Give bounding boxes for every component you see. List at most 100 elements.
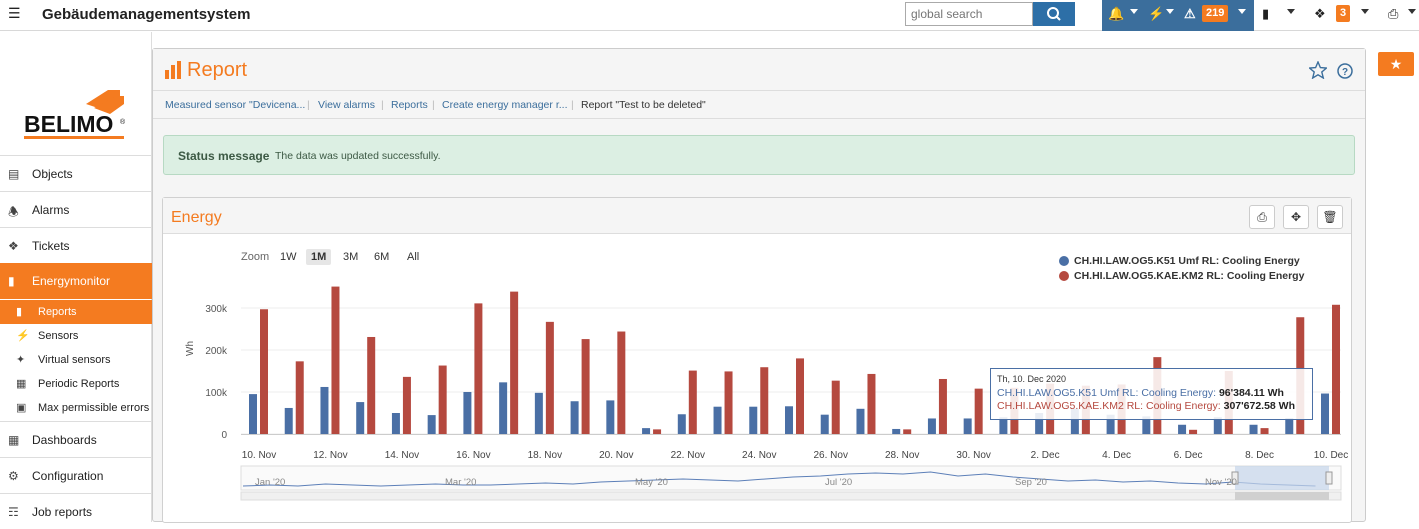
chevron-down-icon[interactable] xyxy=(1287,9,1295,14)
bar-series-2 xyxy=(260,309,268,434)
bar-series-1 xyxy=(642,428,651,434)
breadcrumb: Measured sensor "Devicena... | View alar… xyxy=(153,91,1365,119)
sidebar-subitem-virtual-sensors[interactable]: ✦ Virtual sensors xyxy=(16,354,111,366)
sidebar-item-tickets[interactable]: ❖ Tickets xyxy=(0,227,152,263)
zoom-1w[interactable]: 1W xyxy=(280,251,297,263)
tooltip-row-2: CH.HI.LAW.OG5.KAE.KM2 RL: Cooling Energy… xyxy=(997,400,1295,412)
zoom-1m[interactable]: 1M xyxy=(306,249,332,265)
navigator-scrollbar xyxy=(240,491,1342,501)
bar-series-2 xyxy=(867,373,876,434)
ticket-count-badge[interactable]: 3 xyxy=(1336,5,1351,22)
chevron-down-icon[interactable] xyxy=(1361,9,1369,14)
navigator-handle-left xyxy=(1231,471,1239,485)
breadcrumb-item[interactable]: View alarms xyxy=(318,99,375,111)
bar-series-1 xyxy=(284,407,293,434)
energy-chart[interactable]: 0 100k 200k 300k Wh 10. Nov 12. Nov 14. Nov 16. … xyxy=(163,198,1351,522)
chevron-down-icon[interactable] xyxy=(1166,9,1174,14)
sidebar-subitem-reports[interactable]: ▮ Reports xyxy=(0,300,152,324)
bar-series-2 xyxy=(331,286,340,434)
navigator-label: May '20 xyxy=(635,477,668,488)
x-tick-label: 16. Nov xyxy=(456,450,490,461)
sidebar-subitem-max-permissible-errors[interactable]: ▣ Max permissible errors xyxy=(16,402,150,414)
bar-series-1 xyxy=(1178,424,1187,434)
navigator-label: Jan '20 xyxy=(255,477,285,488)
bar-series-2 xyxy=(724,371,733,434)
sidebar-item-dashboards[interactable]: ▦ Dashboards xyxy=(0,421,152,457)
chevron-down-icon[interactable] xyxy=(1238,9,1246,14)
star-outline-icon[interactable] xyxy=(1309,61,1327,79)
legend-series-2[interactable]: CH.HI.LAW.OG5.KAE.KM2 RL: Cooling Energy xyxy=(1074,270,1305,282)
bar-series-1 xyxy=(463,392,472,434)
page-title: Report xyxy=(187,59,248,81)
x-tick-label: 8. Dec xyxy=(1245,450,1274,461)
help-icon[interactable]: ? xyxy=(1337,63,1353,79)
x-tick-label: 30. Nov xyxy=(956,450,990,461)
bell-icon[interactable]: 🔔 xyxy=(1108,6,1125,21)
bar-series-1 xyxy=(892,428,901,434)
bar-series-1 xyxy=(713,406,722,434)
sidebar-item-alarms[interactable]: 🕭 Alarms xyxy=(0,191,152,227)
chevron-down-icon[interactable] xyxy=(1408,9,1416,14)
x-tick-label: 6. Dec xyxy=(1174,450,1203,461)
chevron-down-icon[interactable] xyxy=(1130,9,1138,14)
search-button[interactable] xyxy=(1033,2,1075,26)
svg-text:®: ® xyxy=(120,118,126,126)
zoom-all[interactable]: All xyxy=(407,251,420,263)
navigator-label: Sep '20 xyxy=(1015,477,1047,488)
navigator-handle-right xyxy=(1325,471,1333,485)
book-icon[interactable]: ▮ xyxy=(1262,6,1270,21)
ticket-icon[interactable]: ❖ xyxy=(1314,6,1326,21)
zoom-3m[interactable]: 3M xyxy=(343,251,359,263)
x-tick-label: 12. Nov xyxy=(313,450,347,461)
move-button[interactable]: ✥ xyxy=(1283,205,1309,229)
bar-series-1 xyxy=(249,394,257,434)
favorites-button[interactable]: ★ xyxy=(1378,52,1414,76)
trash-icon: 🗑 xyxy=(1322,210,1338,224)
breadcrumb-item[interactable]: Create energy manager r... xyxy=(442,99,568,111)
menu-icon[interactable]: ☰ xyxy=(8,5,21,21)
legend-series-1[interactable]: CH.HI.LAW.OG5.K51 Umf RL: Cooling Energy xyxy=(1074,255,1300,267)
bar-series-1 xyxy=(1321,393,1329,434)
bar-series-2 xyxy=(402,376,411,434)
sidebar-item-configuration[interactable]: ⚙ Configuration xyxy=(0,457,152,493)
breadcrumb-item[interactable]: Measured sensor "Devicena... xyxy=(165,99,306,111)
bar-series-1 xyxy=(356,402,365,434)
navigator-label: Nov '20 xyxy=(1205,477,1237,488)
sidebar-item-job-reports[interactable]: ☶ Job reports xyxy=(0,493,152,529)
bar-series-1 xyxy=(534,392,543,434)
sidebar-subitem-sensors[interactable]: ⚡ Sensors xyxy=(16,330,79,342)
bar-series-1 xyxy=(1035,413,1044,434)
chart-tooltip: Th, 10. Dec 2020 CH.HI.LAW.OG5.K51 Umf R… xyxy=(990,368,1313,420)
warning-icon[interactable]: ⚠ xyxy=(1184,6,1196,21)
x-tick-label: 14. Nov xyxy=(385,450,419,461)
bell-icon: 🕭 xyxy=(8,205,19,219)
clipboard-icon[interactable]: ⎙ xyxy=(1388,6,1399,21)
bar-chart-icon xyxy=(165,61,181,79)
x-tick-label: 22. Nov xyxy=(671,450,705,461)
global-search-input[interactable] xyxy=(905,2,1033,26)
delete-button[interactable]: 🗑 xyxy=(1317,205,1343,229)
zoom-label: Zoom xyxy=(241,251,270,263)
bar-series-1 xyxy=(1249,424,1258,434)
sidebar-item-objects[interactable]: ▤ Objects xyxy=(0,155,152,191)
tooltip-date: Th, 10. Dec 2020 xyxy=(997,374,1067,384)
zoom-6m[interactable]: 6M xyxy=(374,251,390,263)
sidebar-item-energymonitor[interactable]: ▮ Energymonitor xyxy=(0,263,152,299)
sidebar: BELIMO ® ▤ Objects 🕭 Alarms ❖ Tickets ▮ … xyxy=(0,32,152,522)
x-tick-label: 28. Nov xyxy=(885,450,919,461)
sidebar-subitem-periodic-reports[interactable]: ▦ Periodic Reports xyxy=(16,378,120,390)
x-tick-label: 10. Dec xyxy=(1314,450,1348,461)
search-icon xyxy=(1047,7,1061,21)
bar-series-2 xyxy=(903,429,912,434)
bar-series-2 xyxy=(295,361,304,434)
bar-series-2 xyxy=(367,336,376,434)
print-button[interactable]: ⎙ xyxy=(1249,205,1275,229)
x-tick-label: 10. Nov xyxy=(242,450,276,461)
bar-series-1 xyxy=(927,418,936,434)
alarm-count-badge[interactable]: 219 xyxy=(1202,5,1229,22)
breadcrumb-item[interactable]: Reports xyxy=(391,99,428,111)
legend-marker-series-2 xyxy=(1059,271,1069,281)
bolt-icon[interactable]: ⚡ xyxy=(1148,6,1165,21)
energy-header: Energy ⎙ ✥ 🗑 xyxy=(163,198,1351,234)
bar-series-1 xyxy=(1142,416,1151,434)
